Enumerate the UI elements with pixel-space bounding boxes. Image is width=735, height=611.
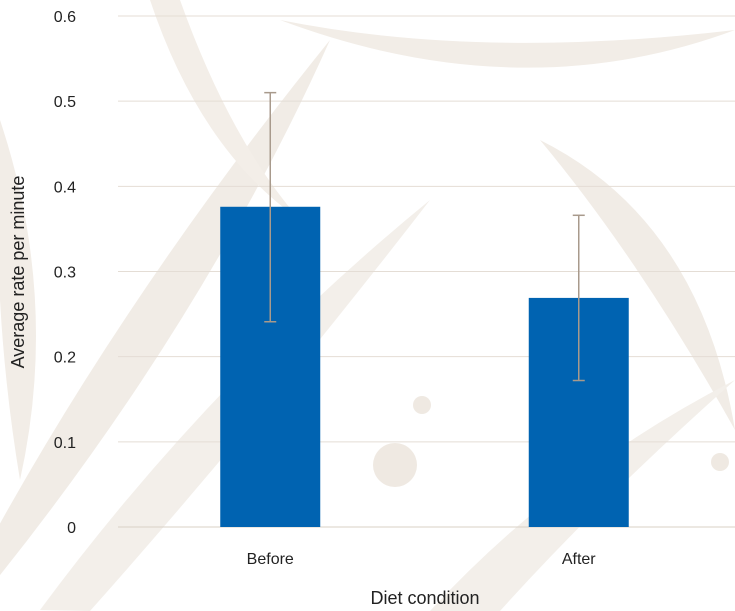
- y-axis-title: Average rate per minute: [8, 176, 28, 369]
- y-tick-label: 0.6: [54, 9, 76, 26]
- y-tick-label: 0.2: [54, 350, 76, 367]
- y-tick-label: 0.1: [54, 435, 76, 452]
- y-tick-label: 0.4: [54, 179, 76, 196]
- y-tick-label: 0.5: [54, 94, 76, 111]
- x-axis-title: Diet condition: [370, 588, 479, 608]
- y-axis-ticks: 0 0.1 0.2 0.3 0.4 0.5 0.6: [54, 9, 76, 537]
- error-bars: [264, 91, 585, 382]
- x-tick-label: After: [562, 551, 596, 568]
- y-tick-label: 0: [67, 520, 76, 537]
- y-tick-label: 0.3: [54, 265, 76, 282]
- x-axis-ticks: Before After: [247, 551, 597, 568]
- x-tick-label: Before: [247, 551, 294, 568]
